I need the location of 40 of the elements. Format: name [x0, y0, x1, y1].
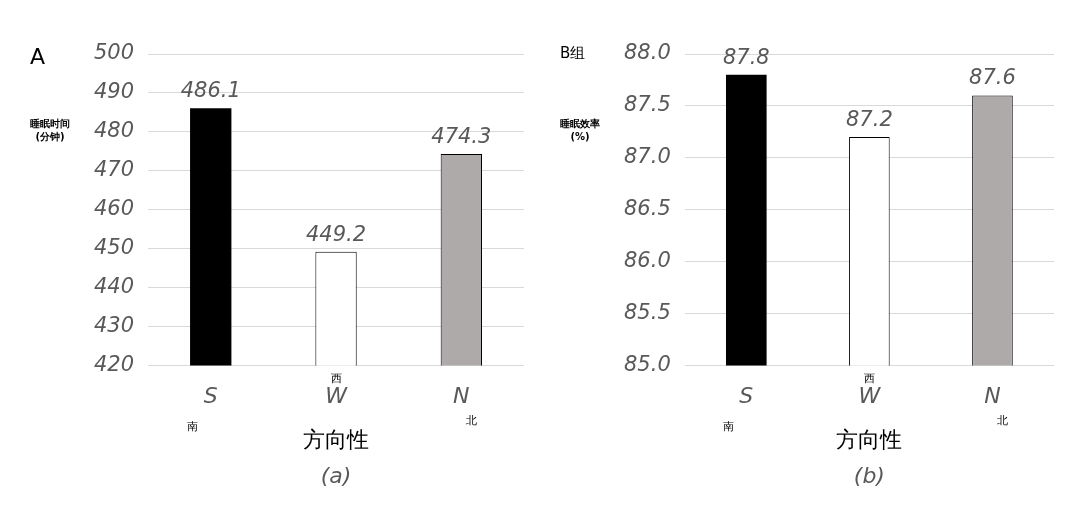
text: 南 [187, 420, 199, 434]
data-label: 474.3 [431, 124, 492, 149]
text: (b) [853, 463, 885, 489]
data-label: 87.2 [846, 107, 893, 132]
chart-title: B组 [560, 43, 586, 62]
data-label: 486.1 [180, 78, 241, 103]
y-tick-label: 490 [93, 79, 135, 104]
data-label: 87.8 [722, 44, 770, 69]
y-tick-label: 500 [93, 40, 135, 65]
x-tick-label: N [984, 382, 1001, 408]
y-tick-label: 87.0 [623, 144, 671, 169]
y-tick-label: 480 [93, 118, 135, 143]
text: (a) [320, 463, 352, 489]
x-axis-title: 方向性 [836, 427, 903, 453]
y-axis-title: 睡眠时间 (分钟) [30, 117, 70, 142]
text: 西 [863, 372, 875, 386]
y-tick-label: 470 [93, 157, 135, 182]
text: 北 [465, 414, 477, 428]
y-tick-label: 460 [93, 196, 135, 221]
y-axis-title: 睡眠效率 (%) [560, 117, 600, 142]
text: 南 [722, 420, 734, 434]
data-label: 87.6 [969, 65, 1016, 90]
y-tick-label: 450 [93, 235, 135, 260]
x-axis-title: 方向性 [303, 427, 370, 453]
y-tick-label: 430 [93, 313, 135, 338]
y-tick-label: 420 [93, 352, 135, 377]
data-label: 449.2 [305, 221, 367, 246]
x-tick-label: S [203, 382, 218, 408]
y-tick-label: 85.0 [623, 352, 671, 377]
y-tick-label: 88.0 [623, 40, 671, 65]
text: 西 [330, 372, 342, 386]
chart-title: A [30, 43, 46, 69]
y-tick-label: 440 [93, 274, 135, 299]
x-tick-label: S [739, 382, 754, 408]
x-tick-label: N [453, 382, 470, 408]
y-tick-label: 85.5 [623, 300, 671, 325]
y-tick-label: 86.5 [623, 196, 671, 221]
y-tick-label: 87.5 [623, 92, 671, 117]
y-tick-label: 86.0 [623, 248, 671, 273]
text: 北 [996, 414, 1008, 428]
